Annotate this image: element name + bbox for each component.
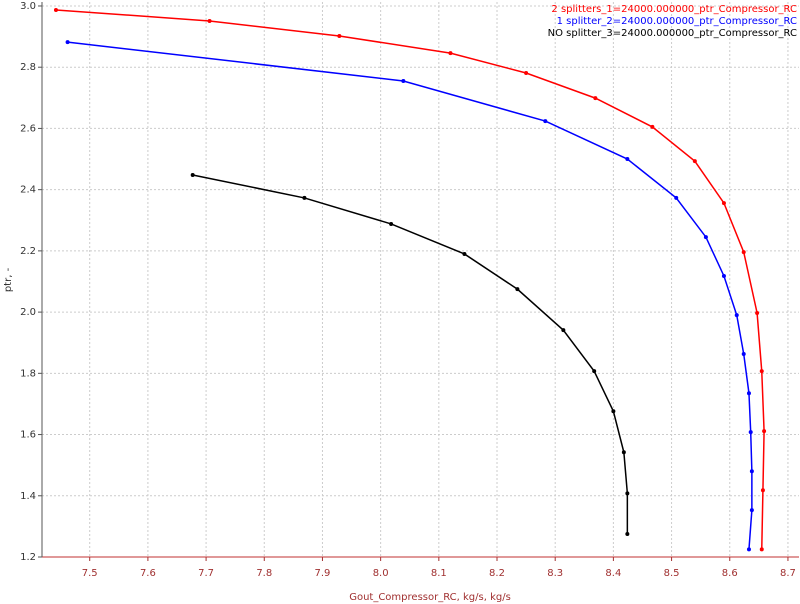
y-tick-label: 2.2 [20,246,36,257]
data-point [741,352,746,357]
x-tick-label: 7.8 [256,568,272,579]
data-point [692,159,697,164]
data-point [625,532,630,537]
y-tick-label: 1.8 [20,368,36,379]
y-tick-label: 2.4 [20,185,36,196]
data-point [543,119,548,124]
data-point [650,124,655,129]
x-axis-label: Gout_Compressor_RC, kg/s, kg/s [349,592,511,603]
y-tick-label: 2.6 [20,123,36,134]
data-point [749,508,754,513]
data-point [759,547,764,552]
data-point [703,235,708,240]
data-point [401,78,406,83]
data-point [762,429,767,434]
data-point [746,547,751,552]
data-point [448,51,453,56]
series-line [55,9,765,550]
data-point [592,369,597,374]
data-point [515,287,520,292]
data-point [621,450,626,455]
x-tick-label: 8.5 [664,568,680,579]
x-tick-label: 8.1 [431,568,447,579]
data-point [734,313,739,318]
data-point [561,328,566,333]
x-tick-label: 7.9 [315,568,331,579]
data-point [337,33,342,38]
data-point [625,491,630,496]
x-tick-label: 7.5 [82,568,98,579]
data-point [760,488,765,493]
data-point [721,201,726,206]
y-axis-label: ptr, - [3,267,14,292]
y-tick-label: 3.0 [20,1,36,12]
data-point [389,221,394,226]
data-point [611,409,616,414]
legend-entry: 2 splitters_1=24000.000000_ptr_Compresso… [551,4,797,15]
data-point [755,311,760,316]
y-tick-label: 2.8 [20,62,36,73]
data-point [302,195,307,200]
legend-entry: 1 splitter_2=24000.000000_ptr_Compressor… [557,16,797,27]
x-tick-label: 8.0 [373,568,389,579]
data-point [593,96,598,101]
data-point [65,40,70,45]
x-tick-label: 8.4 [605,568,621,579]
data-point [53,7,58,12]
y-tick-label: 2.0 [20,307,36,318]
legend-entry: NO splitter_3=24000.000000_ptr_Compresso… [548,28,797,39]
data-point [746,391,751,396]
x-tick-label: 8.6 [722,568,738,579]
series-line [192,174,629,535]
data-point [759,369,764,374]
y-tick-label: 1.2 [20,552,36,563]
data-point [721,273,726,278]
y-tick-label: 1.4 [20,491,36,502]
data-point [524,71,529,76]
data-point [190,172,195,177]
x-tick-label: 7.7 [198,568,214,579]
data-point [462,251,467,256]
series-line [67,41,753,550]
data-point [749,469,754,474]
data-point [625,157,630,162]
x-tick-label: 8.2 [489,568,505,579]
data-point [674,195,679,200]
data-point [741,250,746,255]
y-tick-label: 1.6 [20,430,36,441]
data-point [748,430,753,435]
data-point [207,18,212,23]
x-tick-label: 7.6 [140,568,156,579]
x-tick-label: 8.3 [547,568,563,579]
x-tick-label: 8.7 [780,568,796,579]
